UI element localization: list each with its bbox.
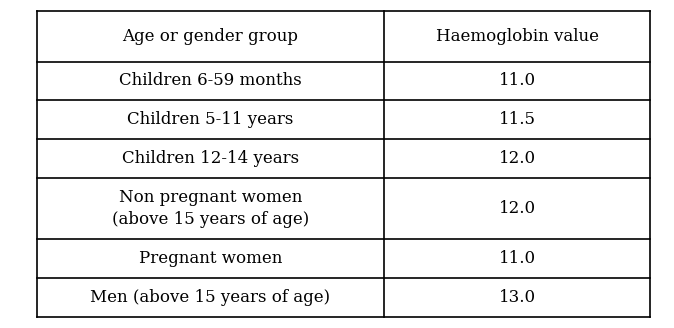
Text: Children 5-11 years: Children 5-11 years — [127, 111, 293, 128]
Text: Pregnant women: Pregnant women — [139, 250, 282, 267]
Text: 12.0: 12.0 — [499, 200, 536, 217]
Text: Children 12-14 years: Children 12-14 years — [122, 150, 299, 167]
Text: Men (above 15 years of age): Men (above 15 years of age) — [90, 289, 330, 306]
Text: Haemoglobin value: Haemoglobin value — [435, 28, 599, 45]
Text: 11.5: 11.5 — [499, 111, 536, 128]
Text: 11.0: 11.0 — [499, 250, 536, 267]
Text: 12.0: 12.0 — [499, 150, 536, 167]
Text: Non pregnant women
(above 15 years of age): Non pregnant women (above 15 years of ag… — [112, 189, 309, 228]
Text: 11.0: 11.0 — [499, 72, 536, 90]
Text: Children 6-59 months: Children 6-59 months — [119, 72, 302, 90]
Text: 13.0: 13.0 — [499, 289, 536, 306]
Text: Age or gender group: Age or gender group — [123, 28, 299, 45]
